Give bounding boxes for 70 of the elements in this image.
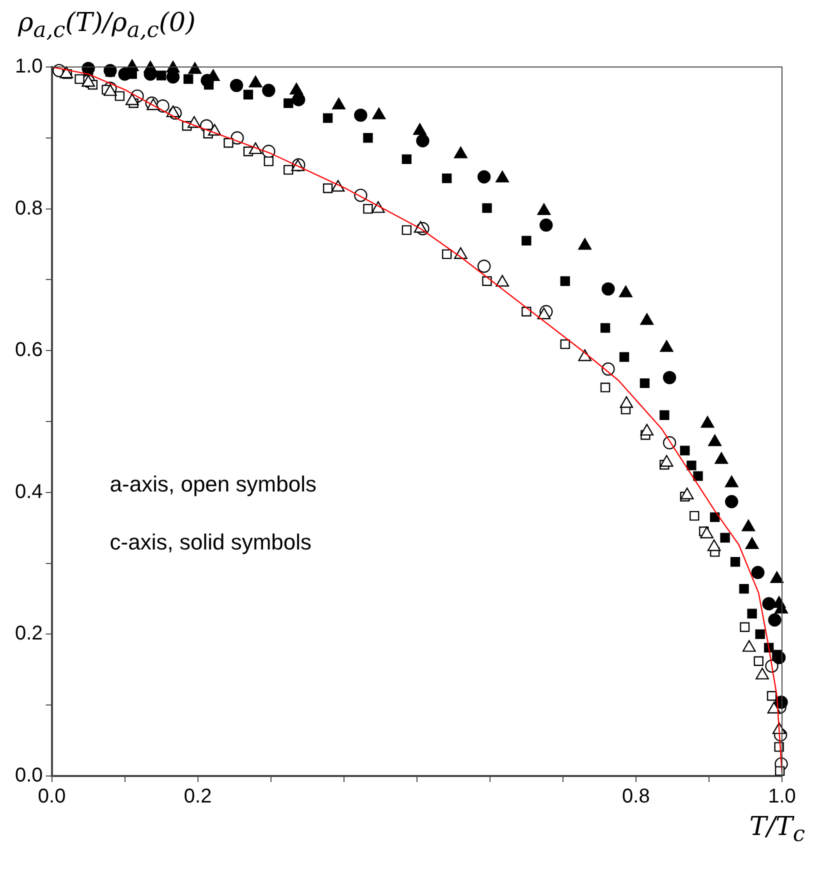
y-tick-label: 1.0 [14,56,43,78]
point [264,156,274,166]
point [230,78,244,92]
point [363,133,373,143]
point [768,613,782,627]
point [762,597,776,610]
point [442,173,452,184]
point [477,260,491,273]
point [284,98,294,108]
point [482,203,492,213]
point [292,93,306,106]
point [560,339,570,350]
point [660,410,670,420]
point [730,557,740,567]
point [619,352,630,362]
y-tick-label: 0.4 [14,480,43,503]
point [686,460,696,470]
y-axis-title: ρ$_{a,c}$(T)/ρ$_{a,c}$(0) [18,8,197,46]
point [739,584,749,594]
point [690,510,700,521]
point [184,74,194,84]
y-tick-label: 0.2 [14,622,43,645]
point [114,91,125,101]
point [322,113,333,123]
point [522,236,532,246]
x-tick-label: 0.8 [622,786,650,808]
point [284,164,294,175]
point [600,323,610,333]
point [640,378,650,388]
point [540,218,553,232]
point [600,382,610,392]
point [522,306,532,316]
y-tick-label: 0.6 [14,339,43,362]
x-tick-label: 1.0 [768,786,796,808]
point [416,134,430,148]
point [243,90,254,100]
point [74,74,84,84]
y-tick-label: 0.0 [14,764,43,787]
point [740,622,750,632]
point [402,154,412,164]
point [354,108,368,122]
point [262,84,276,97]
annotation: c-axis, solid symbols [110,529,312,554]
point [402,225,412,235]
point [751,566,765,580]
point [772,650,782,660]
point [363,204,373,214]
point [755,629,765,640]
point [224,138,234,148]
point [710,512,720,522]
point [322,183,333,194]
point [204,80,214,90]
x-tick-label: 0.2 [184,786,212,808]
annotation: a-axis, open symbols [110,471,316,496]
point [693,471,703,481]
point [560,276,570,286]
point [720,532,730,543]
y-tick-label: 0.8 [14,197,43,220]
point [442,249,452,260]
point [156,70,166,80]
point [662,370,676,384]
x-axis-title: T/T$_{c}$ [748,812,805,848]
point [747,608,757,618]
point [754,656,764,666]
point [680,446,690,456]
point [602,282,615,296]
point [725,495,738,508]
x-tick-label: 0.0 [38,786,66,808]
point [477,170,491,184]
point [766,691,777,701]
